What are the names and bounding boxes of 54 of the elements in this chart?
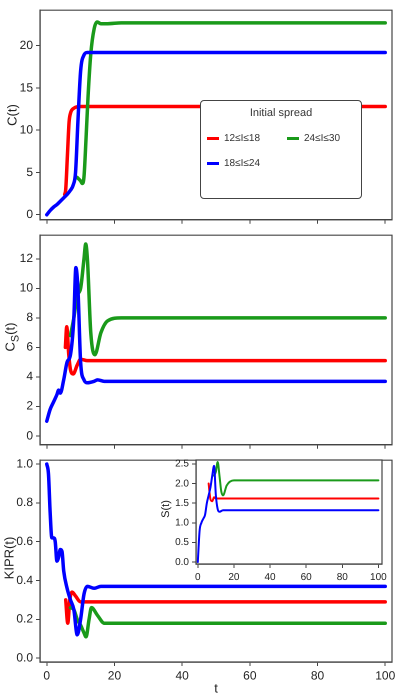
line-series: [68, 242, 387, 357]
y-tick-label: 0.5: [175, 537, 190, 548]
y-tick-label: 15: [20, 80, 34, 94]
x-tick-label: 40: [264, 572, 276, 583]
y-tick-label: 10: [20, 280, 34, 295]
y-axis-title: S(t): [160, 500, 172, 518]
y-axis-title: C(t): [4, 104, 20, 126]
y-tick-label: 0.0: [175, 556, 190, 568]
line-series: [64, 324, 387, 376]
legend-title: Initial spread: [248, 107, 314, 119]
y-tick-label: 4: [26, 369, 34, 384]
y-tick-label: 0.4: [16, 572, 34, 587]
y-tick-label: 0: [26, 207, 34, 222]
y-tick-label: 6: [26, 340, 34, 354]
legend-label: 12≤I≤18: [224, 133, 260, 144]
x-tick-label: 60: [243, 668, 257, 683]
x-tick-label: 0: [43, 668, 50, 683]
legend-label: 18≤I≤24: [224, 158, 260, 169]
x-axis-title: t: [214, 680, 218, 696]
x-tick-label: 0: [195, 572, 202, 583]
y-tick-label: 10: [20, 122, 34, 137]
line-series: [213, 460, 380, 496]
x-tick-label: 20: [228, 572, 240, 583]
line-series: [68, 606, 387, 639]
line-series: [45, 266, 387, 423]
line-series: [75, 20, 387, 186]
y-tick-label: 12: [20, 251, 34, 266]
y-tick-label: 2.0: [175, 478, 190, 490]
y-tick-label: 0: [26, 428, 34, 442]
y-tick-label: 0.8: [16, 495, 34, 510]
legend-label: 24≤I≤30: [304, 133, 340, 144]
y-tick-label: 0.2: [16, 612, 34, 626]
line-series: [208, 482, 380, 502]
x-tick-label: 80: [336, 572, 348, 583]
y-tick-label: 1.0: [175, 518, 190, 529]
y-tick-label: 1.0: [16, 456, 34, 470]
x-tick-label: 40: [175, 668, 190, 683]
y-tick-label: 20: [20, 38, 34, 52]
x-tick-label: 60: [300, 572, 312, 583]
line-series: [196, 464, 380, 564]
y-tick-label: 0.0: [16, 650, 34, 664]
x-tick-label: 20: [108, 668, 122, 683]
y-tick-label: 2.5: [175, 458, 190, 470]
y-tick-label: 0.6: [16, 534, 34, 548]
y-tick-label: 5: [26, 164, 34, 179]
line-series: [64, 590, 387, 625]
x-tick-label: 80: [310, 668, 325, 683]
y-tick-label: 8: [26, 310, 34, 324]
x-tick-label: 100: [370, 572, 388, 583]
x-tick-label: 100: [375, 668, 396, 683]
y-tick-label: 2: [26, 398, 34, 413]
y-tick-label: 1.5: [175, 498, 190, 509]
y-axis-title: KIPR(t): [2, 536, 16, 580]
line-series: [45, 50, 387, 216]
